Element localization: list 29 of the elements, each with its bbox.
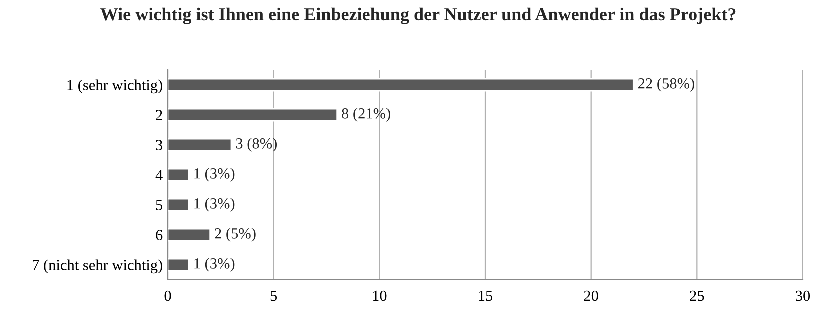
chart-title: Wie wichtig ist Ihnen eine Einbeziehung der Nutzer und Anwender in das Projekt? [100, 8, 736, 24]
bar [168, 138, 232, 152]
y-tick-label: 6 [156, 230, 163, 240]
bar [168, 198, 190, 212]
bar [168, 78, 634, 92]
data-label: 1 (3%) [194, 198, 235, 212]
data-label: 1 (3%) [194, 168, 235, 182]
x-tick-label: 10 [373, 290, 387, 302]
data-label: 22 (58%) [638, 78, 694, 92]
y-tick-label: 4 [156, 170, 163, 180]
x-tick-label: 30 [796, 290, 810, 302]
x-tick-label: 15 [479, 290, 493, 302]
y-tick-label: 2 [156, 110, 162, 120]
x-tick-label: 25 [690, 290, 704, 302]
bar [168, 258, 190, 272]
data-label: 1 (3%) [194, 258, 235, 272]
y-tick-label: 1 (sehr wichtig) [68, 80, 162, 94]
bar [168, 168, 190, 182]
x-tick-label: 20 [584, 290, 598, 302]
data-label: 2 (5%) [215, 228, 256, 242]
y-tick-label: 3 [156, 140, 163, 150]
y-tick-label: 5 [156, 200, 163, 210]
data-label: 3 (8%) [236, 138, 277, 152]
data-label: 8 (21%) [342, 108, 390, 122]
bar [168, 108, 338, 122]
x-tick-label: 5 [270, 291, 278, 302]
x-tick-label: 0 [164, 290, 172, 302]
y-tick-label: 7 (nicht sehr wichtig) [33, 260, 162, 274]
bar [168, 228, 212, 242]
